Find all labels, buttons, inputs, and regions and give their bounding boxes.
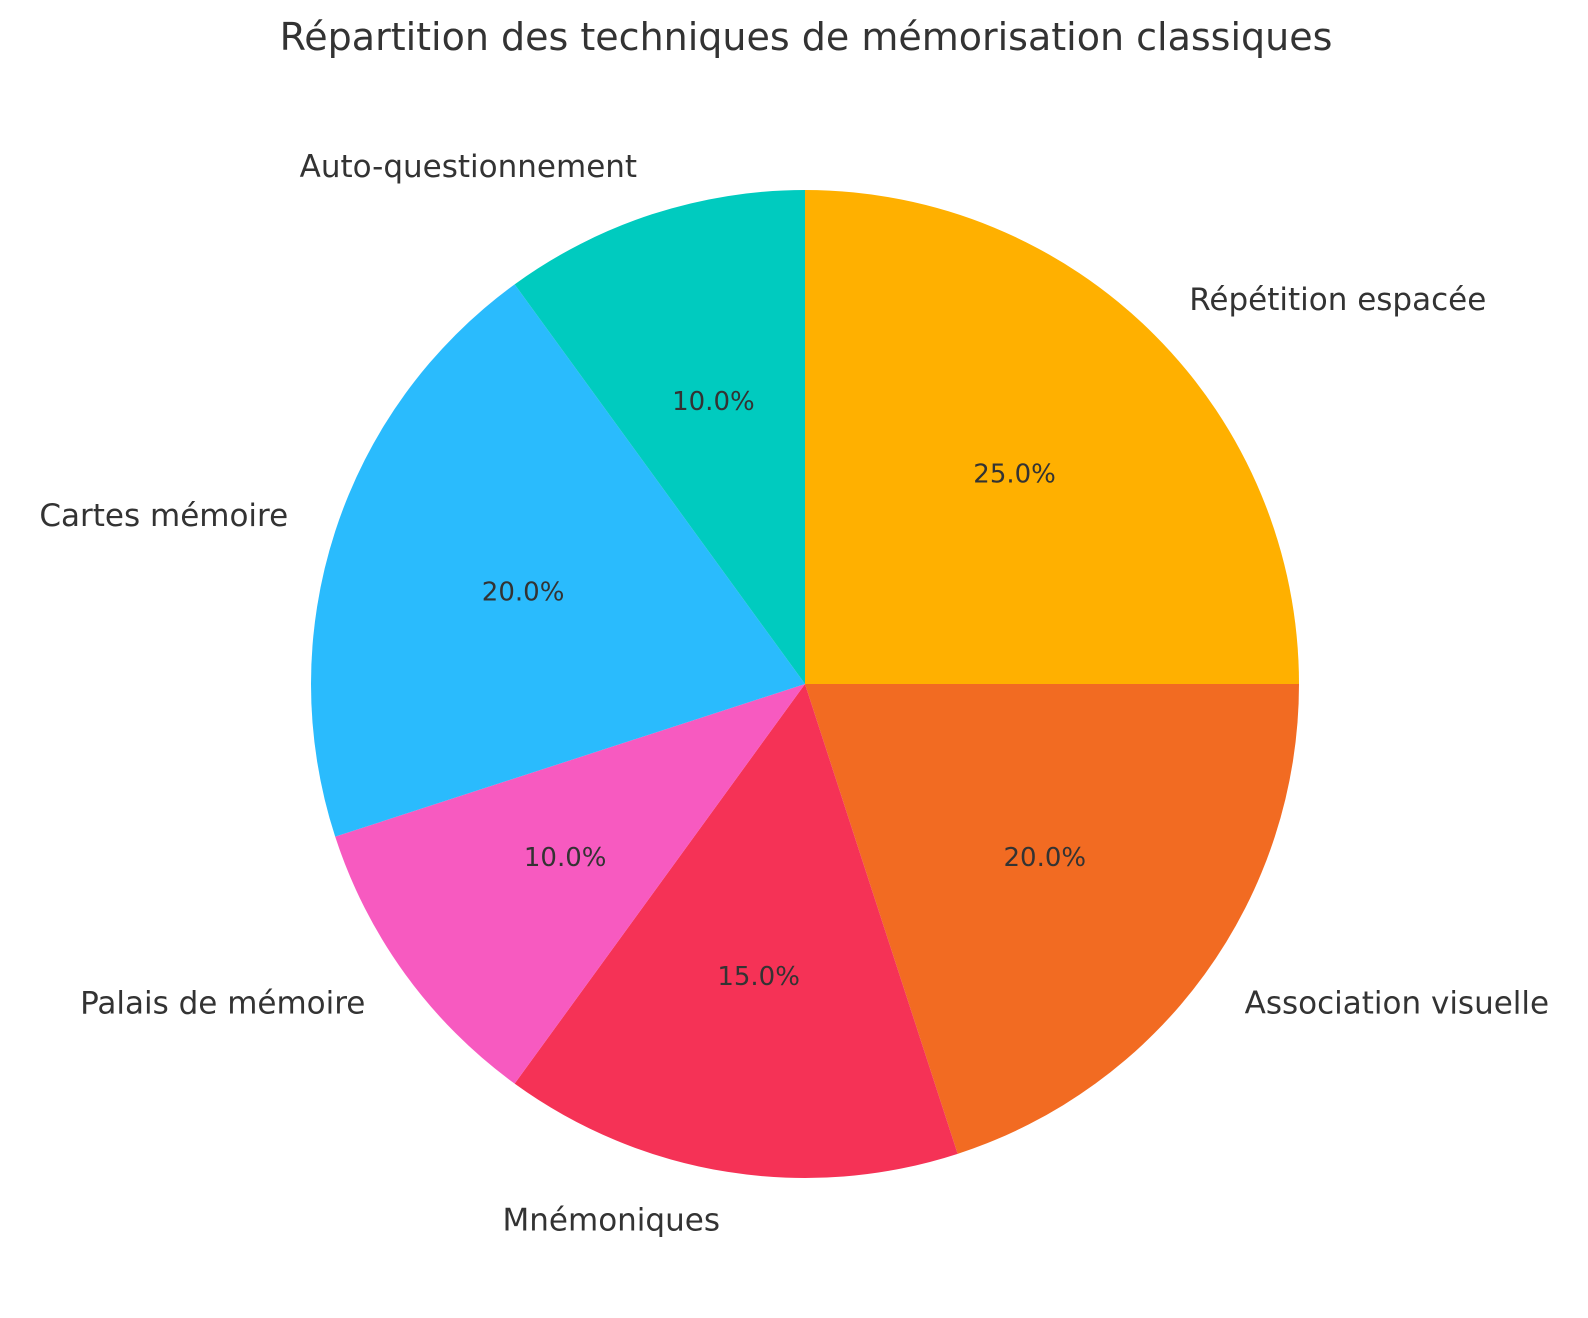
pie-labels: Répétition espacée 25.0% Association visue… [39,149,1549,1239]
slice-label-repetition-espacee: Répétition espacée [1189,282,1486,318]
slice-label-mnemoniques: Mnémoniques [503,1203,720,1239]
slice-label-cartes-memoire: Cartes mémoire [39,498,288,534]
slice-percent-association-visuelle: 20.0% [1003,843,1086,873]
slice-percent-auto-questionnement: 10.0% [672,387,755,417]
pie-slice-cartes-memoire [310,284,805,837]
slice-label-palais-de-memoire: Palais de mémoire [80,985,365,1021]
pie-slice-palais-de-memoire [335,684,805,1084]
slice-percent-repetition-espacee: 25.0% [973,459,1056,489]
slice-label-auto-questionnement: Auto-questionnement [300,149,637,185]
slice-label-association-visuelle: Association visuelle [1245,985,1550,1021]
pie-slice-mnemoniques [514,684,958,1178]
pie-slice-auto-questionnement [514,190,805,684]
slice-percent-palais-de-memoire: 10.0% [524,843,607,873]
pie-slices [310,190,1299,1178]
chart-title: Répartition des techniques de mémorisati… [280,15,1333,59]
slice-percent-cartes-memoire: 20.0% [482,577,565,607]
pie-slice-repetition-espacee [805,190,1299,684]
pie-slice-association-visuelle [805,684,1299,1154]
slice-percent-mnemoniques: 15.0% [717,962,800,992]
